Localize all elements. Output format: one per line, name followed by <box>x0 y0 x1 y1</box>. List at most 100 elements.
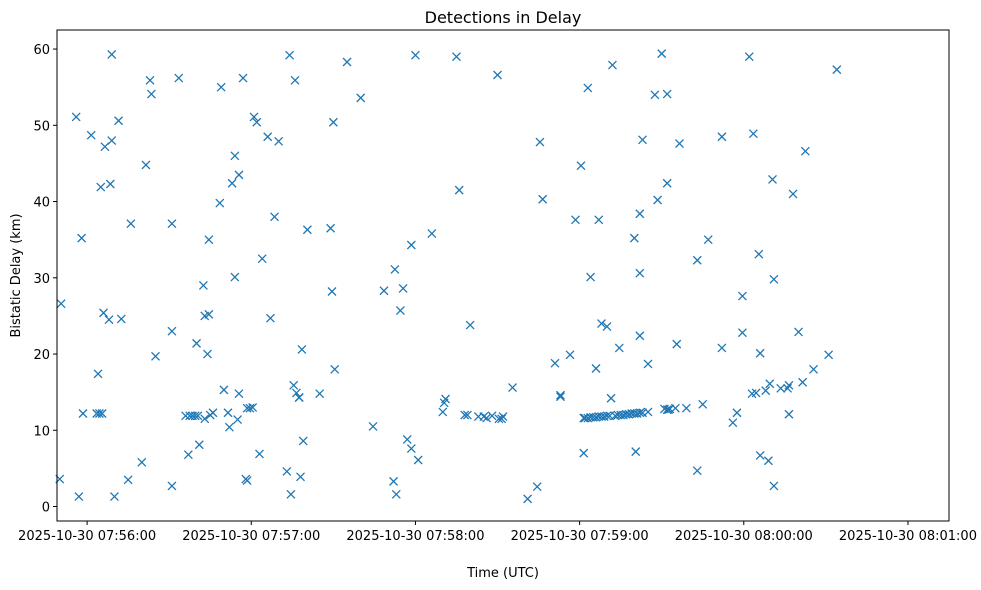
data-point-marker <box>114 116 124 126</box>
data-point-marker <box>77 233 87 243</box>
data-point-marker <box>784 380 794 390</box>
data-point-marker <box>460 410 470 420</box>
y-axis-title: Bistatic Delay (km) <box>9 213 24 337</box>
data-point-marker <box>406 240 416 250</box>
data-point-marker <box>174 73 184 83</box>
data-point-marker <box>389 476 399 486</box>
data-point-marker <box>194 440 204 450</box>
data-point-marker <box>245 403 255 413</box>
data-point-marker <box>794 327 803 337</box>
data-point-marker <box>203 349 212 359</box>
data-point-marker <box>238 73 248 83</box>
data-point-marker <box>274 136 284 146</box>
data-point-marker <box>629 233 639 243</box>
data-point-marker <box>465 320 475 330</box>
data-point-marker <box>493 70 502 80</box>
data-point-marker <box>151 351 160 361</box>
x-tick-label: 2025-10-30 07:58:00 <box>346 529 484 544</box>
data-point-marker <box>326 223 336 233</box>
data-point-marker <box>198 280 208 290</box>
data-point-marker <box>755 348 765 358</box>
data-point-marker <box>556 390 565 400</box>
data-point-marker <box>285 50 295 60</box>
data-point-marker <box>717 343 727 353</box>
data-point-marker <box>602 411 612 421</box>
data-point-marker <box>294 393 304 402</box>
data-point-marker <box>297 344 307 354</box>
data-point-marker <box>104 315 114 325</box>
plot-area-frame <box>56 29 950 522</box>
data-point-marker <box>438 407 448 417</box>
data-point-marker <box>263 132 273 142</box>
data-point-marker <box>494 414 504 424</box>
data-point-marker <box>482 413 492 423</box>
data-point-marker <box>653 195 663 205</box>
data-point-marker <box>290 75 300 85</box>
data-point-marker <box>413 455 423 465</box>
data-point-marker <box>452 52 461 62</box>
data-point-marker <box>650 90 660 100</box>
data-point-marker <box>717 132 727 142</box>
data-point-marker <box>192 338 202 348</box>
data-point-marker <box>479 412 489 422</box>
data-point-marker <box>302 225 312 235</box>
data-point-marker <box>556 392 565 402</box>
data-point-marker <box>230 151 240 161</box>
data-point-marker <box>78 409 88 418</box>
data-point-marker <box>635 408 645 418</box>
data-point-marker <box>190 411 200 421</box>
data-point-marker <box>107 49 117 59</box>
data-point-marker <box>565 350 575 360</box>
data-point-marker <box>672 339 682 349</box>
data-point-marker <box>737 291 747 301</box>
data-point-marker <box>208 408 218 418</box>
data-point-marker <box>454 185 464 195</box>
data-point-marker <box>698 399 708 409</box>
data-point-marker <box>248 402 258 412</box>
data-point-marker <box>571 215 580 225</box>
data-point-marker <box>643 359 653 369</box>
x-tick-label: 2025-10-30 07:59:00 <box>511 529 649 544</box>
data-point-marker <box>390 264 400 274</box>
data-point-marker <box>342 57 352 67</box>
y-tick-label: 10 <box>33 424 50 439</box>
data-point-marker <box>744 52 754 62</box>
data-point-marker <box>167 219 177 229</box>
y-tick-label: 0 <box>42 501 50 516</box>
chart-title: Detections in Delay <box>425 8 582 27</box>
data-point-marker <box>498 412 508 422</box>
data-point-marker <box>252 117 262 127</box>
data-point-marker <box>602 322 612 332</box>
data-point-marker <box>93 369 103 379</box>
data-point-marker <box>662 89 672 99</box>
data-point-marker <box>94 409 104 418</box>
data-point-marker <box>798 377 808 387</box>
data-point-marker <box>662 178 672 188</box>
data-point-marker <box>137 457 147 467</box>
data-point-marker <box>635 331 645 341</box>
data-point-marker <box>662 405 672 415</box>
data-point-marker <box>675 139 684 149</box>
data-point-marker <box>784 409 794 419</box>
data-point-marker <box>204 309 214 319</box>
data-point-marker <box>761 386 771 396</box>
data-point-marker <box>824 350 834 360</box>
data-point-marker <box>224 422 234 432</box>
data-point-marker <box>583 83 593 93</box>
data-point-marker <box>748 129 758 139</box>
data-point-marker <box>286 489 296 499</box>
y-tick-label: 30 <box>33 272 50 287</box>
data-point-marker <box>200 414 210 424</box>
data-point-marker <box>255 449 264 459</box>
data-point-marker <box>769 481 779 491</box>
data-point-marker <box>523 494 533 504</box>
data-point-marker <box>105 179 115 189</box>
data-point-marker <box>765 379 775 389</box>
data-point-marker <box>330 364 340 374</box>
data-point-marker <box>298 436 308 446</box>
data-point-marker <box>776 383 786 393</box>
data-point-marker <box>462 410 472 420</box>
data-point-marker <box>234 389 244 399</box>
data-point-marker <box>110 492 119 502</box>
